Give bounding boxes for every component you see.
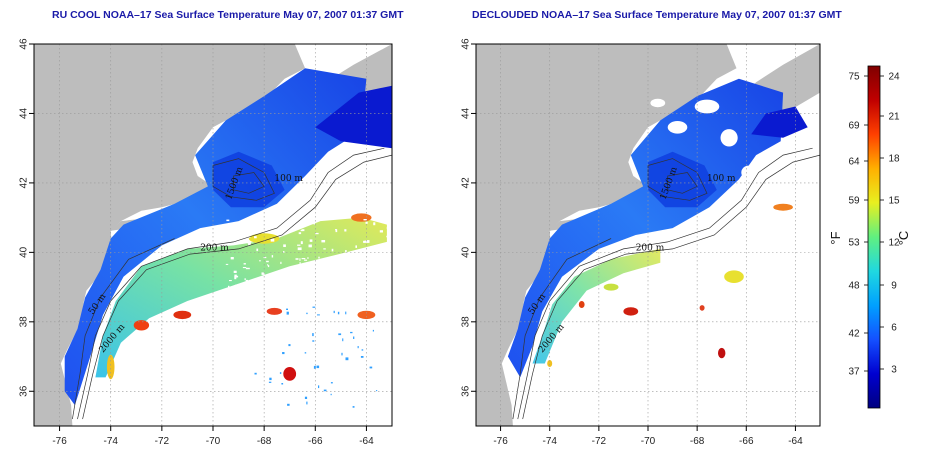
warm-eddy [603,283,619,291]
sst-field [507,78,808,378]
celsius-unit-label: °C [896,231,911,246]
longitude-tick-label: -76 [493,436,508,447]
warm-eddy [773,203,793,211]
celsius-tick-label: 24 [888,72,900,83]
depth-contour-line [212,158,275,201]
contour-label: 200 m [200,244,229,254]
celsius-tick-label: 18 [888,154,900,165]
scotian-shelf-water [751,106,808,138]
warm-eddy [718,347,726,359]
longitude-tick-label: -74 [103,436,118,447]
masked-cloud-areas [650,98,757,180]
longitude-tick-label: -66 [739,436,754,447]
warm-eddy [283,367,297,381]
cloud-gaps [225,217,391,408]
contour-label: 100 m [707,174,736,184]
depth-contour-line [517,147,813,420]
warm-eddy [578,301,585,308]
latitude-tick-label: 38 [19,316,30,328]
longitude-tick-label: -72 [155,436,170,447]
longitude-tick-label: -70 [641,436,656,447]
latitude-tick-label: 46 [19,38,30,50]
warm-eddy [133,320,150,331]
latitude-tick-label: 42 [19,177,30,189]
latitude-tick-label: 38 [461,316,472,328]
warm-eddy [724,270,744,284]
depth-contour-line [667,172,698,194]
celsius-tick-label: 6 [891,323,897,334]
warm-eddy [351,213,372,222]
warm-eddy [547,360,553,367]
longitude-tick-label: -76 [52,436,67,447]
latitude-tick-label: 40 [19,246,30,258]
warm-eddy [699,305,705,311]
fahrenheit-tick-label: 69 [848,121,860,132]
warm-eddy [357,310,376,320]
depth-contour-line [82,154,392,420]
bathymetry-contours [72,147,392,420]
latitude-tick-label: 36 [19,385,30,397]
depth-contour-line [647,158,708,201]
fahrenheit-tick-label: 59 [848,196,860,207]
fahrenheit-unit-label: °F [828,231,843,244]
fahrenheit-tick-label: 75 [848,72,860,83]
colorbar-scale [867,65,881,409]
longitude-tick-label: -64 [359,436,374,447]
right-panel-title: DECLOUDED NOAA–17 Sea Surface Temperatur… [472,9,842,21]
shelf-water [507,78,784,378]
bathymetry-contours [512,147,820,420]
longitude-tick-label: -72 [592,436,607,447]
warm-eddy [248,233,280,244]
latitude-tick-label: 40 [461,246,472,258]
longitude-tick-label: -68 [690,436,705,447]
depth-contour-line [233,172,265,194]
depth-contour-line [522,154,820,420]
celsius-tick-label: 21 [888,112,900,123]
fahrenheit-tick-label: 42 [848,329,860,340]
fahrenheit-tick-label: 64 [848,157,860,168]
celsius-tick-label: 3 [891,365,897,376]
fahrenheit-tick-label: 37 [848,367,860,378]
depth-contour-line [72,238,175,420]
land-mass [34,44,306,426]
longitude-tick-label: -74 [542,436,557,447]
longitude-tick-label: -68 [257,436,272,447]
land-mass [476,44,737,426]
latitude-tick-label: 46 [461,38,472,50]
warm-eddy [623,307,639,316]
contour-label: 200 m [636,244,665,254]
depth-contour-line [77,147,385,420]
fahrenheit-tick-label: 53 [848,238,860,249]
celsius-tick-label: 12 [888,238,900,249]
temperature-colorbar: 75 69 64 59 53 48 42 37 24 21 18 15 12 9 6 3 °F °C [828,65,911,409]
warm-eddy [173,310,192,320]
left-panel-title: RU COOL NOAA–17 Sea Surface Temperature … [52,9,404,21]
warm-eddy [266,307,283,315]
latitude-tick-label: 42 [461,177,472,189]
slope-water [532,248,661,364]
celsius-tick-label: 15 [888,196,900,207]
longitude-tick-label: -64 [788,436,803,447]
celsius-tick-label: 9 [891,281,897,292]
gulf-of-maine-pool [213,151,285,208]
depth-contour-line [512,238,612,420]
fahrenheit-tick-label: 48 [848,281,860,292]
latitude-tick-label: 44 [19,107,30,119]
latitude-tick-label: 36 [461,385,472,397]
gulf-of-maine-pool [648,151,717,208]
shelf-water [64,68,367,406]
latitude-tick-label: 44 [461,107,472,119]
slope-water [95,217,387,378]
longitude-tick-label: -70 [206,436,221,447]
scotian-shelf-water [315,85,392,149]
contour-label: 100 m [274,174,303,184]
longitude-tick-label: -66 [308,436,323,447]
warm-eddy [106,354,115,380]
sst-field [64,68,392,408]
